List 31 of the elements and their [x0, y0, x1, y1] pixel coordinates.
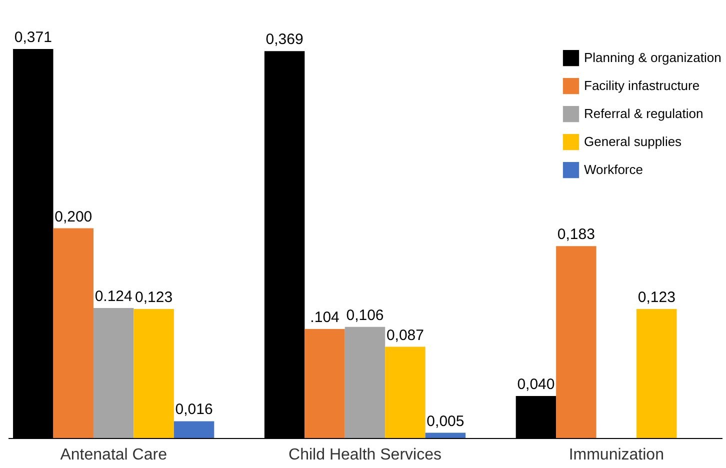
data-label: .104	[310, 308, 340, 326]
data-label: 0,040	[517, 376, 555, 394]
data-label: 0,016	[175, 401, 213, 418]
legend-label: Referral & regulation	[584, 106, 704, 121]
bar	[93, 308, 134, 438]
data-label: 0,369	[266, 31, 304, 48]
x-tick-label: Immunization	[568, 446, 664, 464]
bar	[636, 309, 677, 438]
data-label: 0,123	[638, 289, 676, 306]
bar	[304, 328, 345, 438]
data-label: 0,183	[557, 226, 595, 244]
legend-label: General supplies	[584, 134, 682, 149]
bar	[134, 309, 174, 438]
legend-label: Facility infastructure	[584, 78, 700, 93]
legend-label: Planning & organization	[584, 50, 722, 65]
data-label: 0,087	[386, 326, 424, 344]
bar	[425, 432, 466, 438]
bar	[53, 228, 94, 438]
data-label: 0,200	[54, 208, 92, 226]
data-label: 0.124	[94, 288, 132, 305]
data-label: 0,371	[14, 29, 52, 46]
bar	[385, 346, 426, 438]
x-tick-label: Antenatal Care	[60, 446, 168, 464]
legend-label: Workforce	[584, 162, 643, 177]
data-label: 0,106	[346, 306, 384, 324]
data-label: 0,005	[426, 412, 464, 430]
data-label: 0,123	[135, 289, 173, 306]
bar	[556, 246, 596, 438]
bar	[174, 421, 214, 438]
bar	[344, 326, 386, 438]
x-tick-label: Child Health Services	[288, 446, 442, 464]
